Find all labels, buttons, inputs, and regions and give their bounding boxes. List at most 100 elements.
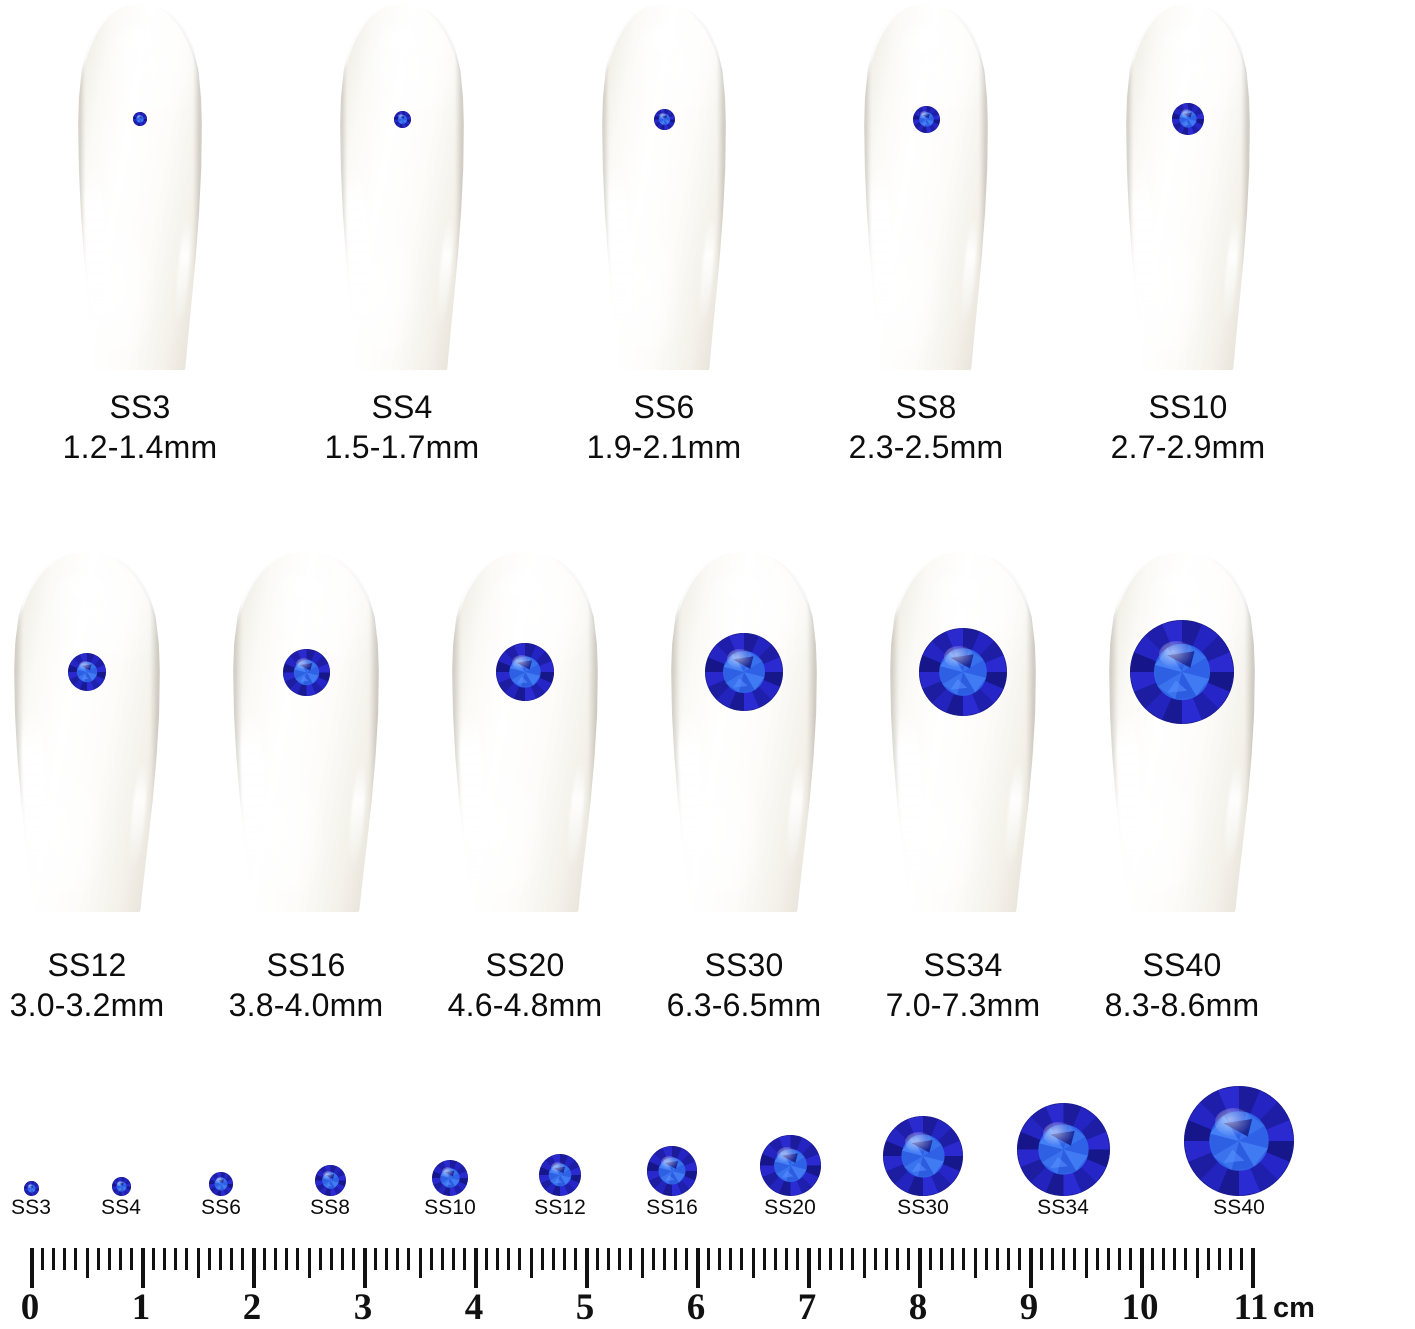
nail-sample-ss6 <box>602 4 726 370</box>
ruler-tick-mm <box>851 1248 855 1270</box>
ruler-tick-mm <box>274 1248 278 1270</box>
stone-highlight <box>1180 109 1192 118</box>
strip-stone-ss12 <box>539 1154 581 1196</box>
ruler-tick-cm <box>30 1248 34 1288</box>
stone-facets <box>539 1154 581 1196</box>
nail-sample-ss4 <box>340 4 464 370</box>
strip-stone-ss6 <box>209 1172 233 1196</box>
size-mm: 6.3-6.5mm <box>666 986 822 1023</box>
nail-tip <box>340 4 464 370</box>
ruler-tick-mm <box>41 1248 45 1270</box>
rhinestone-ss4 <box>393 110 411 128</box>
nail-edge-shade-r <box>1241 25 1250 363</box>
size-code: SS4 <box>371 389 433 425</box>
stone-facets <box>919 628 1007 716</box>
strip-label-ss4: SS4 <box>101 1196 141 1219</box>
ruler-tick-mm <box>385 1248 389 1270</box>
nail-gloss-top <box>369 14 435 67</box>
ruler-tick-mm <box>762 1248 766 1270</box>
nail-gloss-right <box>346 760 370 870</box>
nail-gloss-right <box>435 215 457 327</box>
nail-edge-shade-r <box>717 25 726 363</box>
stone-highlight <box>776 1147 798 1164</box>
ruler-tick-mm <box>518 1248 522 1270</box>
rhinestone-ss20 <box>496 643 554 701</box>
ruler-tick-mm <box>174 1248 178 1270</box>
strip-stone-ss30 <box>883 1116 963 1196</box>
size-mm: 7.0-7.3mm <box>885 986 1041 1023</box>
ruler-tick-mm <box>962 1248 966 1270</box>
nail-sample-ss40 <box>1109 552 1255 912</box>
ruler-tick-mm <box>485 1248 489 1270</box>
ruler-number-8: 8 <box>908 1287 928 1328</box>
nail-body <box>864 4 988 370</box>
stone-highlight <box>726 648 754 669</box>
ruler-tick-cm <box>252 1248 256 1288</box>
nail-gloss-top <box>925 562 1001 614</box>
stone-highlight <box>78 660 92 671</box>
size-mm: 8.3-8.6mm <box>1104 986 1260 1023</box>
size-mm: 2.7-2.9mm <box>1110 428 1266 465</box>
ruler-tick-mm <box>995 1248 999 1270</box>
stone-highlight <box>295 657 312 671</box>
rhinestone-ss30 <box>705 633 783 711</box>
nail-body <box>671 552 817 912</box>
stone-highlight <box>27 1184 33 1188</box>
stone-highlight <box>1214 1108 1253 1137</box>
nail-gloss-right <box>784 760 808 870</box>
size-code: SS8 <box>895 389 957 425</box>
nail-gloss-long <box>238 709 270 884</box>
nail-tip <box>1109 552 1255 912</box>
strip-label-ss40: SS40 <box>1213 1196 1265 1219</box>
size-code: SS34 <box>923 947 1003 983</box>
nail-edge-shade-r <box>455 25 464 363</box>
stone-highlight <box>442 1167 455 1177</box>
nail-body <box>1126 4 1250 370</box>
ruler-tick-mm <box>407 1248 411 1270</box>
ruler-tick-mm <box>462 1248 466 1270</box>
nail-gloss-top <box>268 562 344 614</box>
nail-tip <box>890 552 1036 912</box>
stone-highlight <box>136 114 142 119</box>
ruler-tick-cm <box>585 1248 589 1288</box>
ruler-number-7: 7 <box>797 1287 817 1328</box>
ruler-tick-mm <box>718 1248 722 1270</box>
ruler-tick-mm <box>773 1248 777 1270</box>
strip-label-ss10: SS10 <box>424 1196 476 1219</box>
stone-facets <box>1184 1086 1294 1196</box>
ruler-tick-mm <box>1151 1248 1155 1270</box>
ruler-tick-mm <box>707 1248 711 1270</box>
stone-highlight <box>943 645 974 669</box>
ruler-tick-mm <box>263 1248 267 1270</box>
ruler-tick-half <box>418 1248 422 1278</box>
nail-caption-ss12: SS12 3.0-3.2mm <box>0 946 237 1025</box>
stone-highlight <box>398 113 405 119</box>
ruler-tick-mm <box>1106 1248 1110 1270</box>
strip-stone-ss40 <box>1184 1086 1294 1196</box>
ruler-tick-cm <box>141 1248 145 1288</box>
rhinestone-ss40 <box>1130 620 1234 724</box>
stone-facets <box>209 1172 233 1196</box>
strip-label-ss3: SS3 <box>11 1196 51 1219</box>
nail-edge-shade-r <box>149 573 160 905</box>
nail-edge-shade-l <box>78 33 86 356</box>
nail-gloss-right <box>1221 215 1243 327</box>
stone-highlight <box>1042 1121 1075 1146</box>
ruler-number-10: 10 <box>1121 1287 1159 1328</box>
size-code: SS20 <box>485 947 565 983</box>
nail-body <box>452 552 598 912</box>
ruler-number-2: 2 <box>242 1287 262 1328</box>
ruler-tick-mm <box>662 1248 666 1270</box>
ruler-tick-mm <box>351 1248 355 1270</box>
ruler-tick-mm <box>52 1248 56 1270</box>
strip-label-ss8: SS8 <box>310 1196 350 1219</box>
nail-gloss-right <box>959 215 981 327</box>
ruler-number-6: 6 <box>686 1287 706 1328</box>
size-code: SS16 <box>266 947 346 983</box>
stone-highlight <box>1159 640 1195 668</box>
nail-tip <box>1126 4 1250 370</box>
stone-facets <box>912 105 940 133</box>
strip-label-ss12: SS12 <box>534 1196 586 1219</box>
nail-caption-ss30: SS30 6.3-6.5mm <box>594 946 894 1025</box>
ruler-tick-half <box>196 1248 200 1278</box>
